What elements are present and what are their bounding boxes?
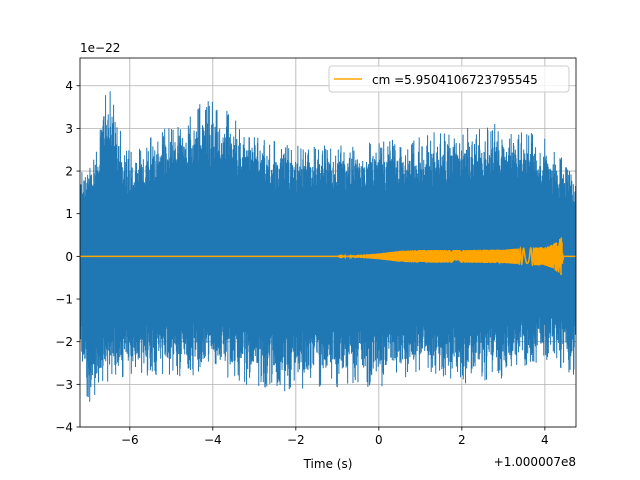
- x-tick-label: 0: [375, 433, 383, 447]
- legend-label-chirp: cm =5.9504106723795545: [372, 73, 538, 87]
- series-layer: [80, 91, 576, 402]
- x-axis-label: Time (s): [303, 457, 353, 471]
- y-tick-label: 0: [65, 250, 73, 264]
- y-tick-label: 1: [65, 207, 73, 221]
- x-tick-label: 2: [458, 433, 466, 447]
- x-tick-label: −2: [287, 433, 305, 447]
- y-tick-label: −3: [55, 378, 73, 392]
- x-axis-ticks: −6 −4 −2 0 2 4: [121, 427, 549, 447]
- legend: cm =5.9504106723795545: [328, 65, 570, 93]
- legend-box: [328, 65, 570, 93]
- y-scale-label: 1e−22: [80, 41, 120, 55]
- y-tick-label: 2: [65, 165, 73, 179]
- x-tick-label: −4: [204, 433, 222, 447]
- y-axis-ticks: −4 −3 −2 −1 0 1 2 3 4: [55, 79, 80, 435]
- x-tick-label: −6: [121, 433, 139, 447]
- series-chirp-line: [80, 237, 576, 276]
- y-tick-label: −2: [55, 335, 73, 349]
- plot-area: [79, 57, 577, 428]
- y-tick-label: 4: [65, 79, 73, 93]
- y-tick-label: 3: [65, 122, 73, 136]
- x-offset-label: +1.000007e8: [494, 455, 576, 469]
- x-tick-label: 4: [541, 433, 549, 447]
- y-tick-label: −1: [55, 293, 73, 307]
- y-tick-label: −4: [55, 421, 73, 435]
- axes-frame: [79, 57, 577, 428]
- series-noise-line: [80, 91, 576, 402]
